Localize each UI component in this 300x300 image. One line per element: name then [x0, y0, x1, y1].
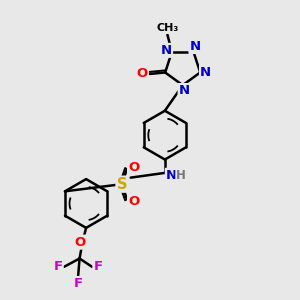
Text: F: F: [93, 260, 103, 273]
Text: O: O: [137, 68, 148, 80]
Text: O: O: [128, 161, 139, 174]
Text: H: H: [176, 169, 186, 182]
Text: CH₃: CH₃: [156, 23, 178, 33]
Text: O: O: [128, 195, 139, 208]
Text: N: N: [166, 169, 177, 182]
Text: N: N: [178, 84, 190, 97]
Text: F: F: [54, 260, 63, 273]
Text: F: F: [74, 277, 82, 290]
Text: N: N: [189, 40, 201, 53]
Text: S: S: [116, 177, 127, 192]
Text: N: N: [161, 44, 172, 57]
Text: N: N: [200, 66, 211, 79]
Text: O: O: [74, 236, 86, 249]
